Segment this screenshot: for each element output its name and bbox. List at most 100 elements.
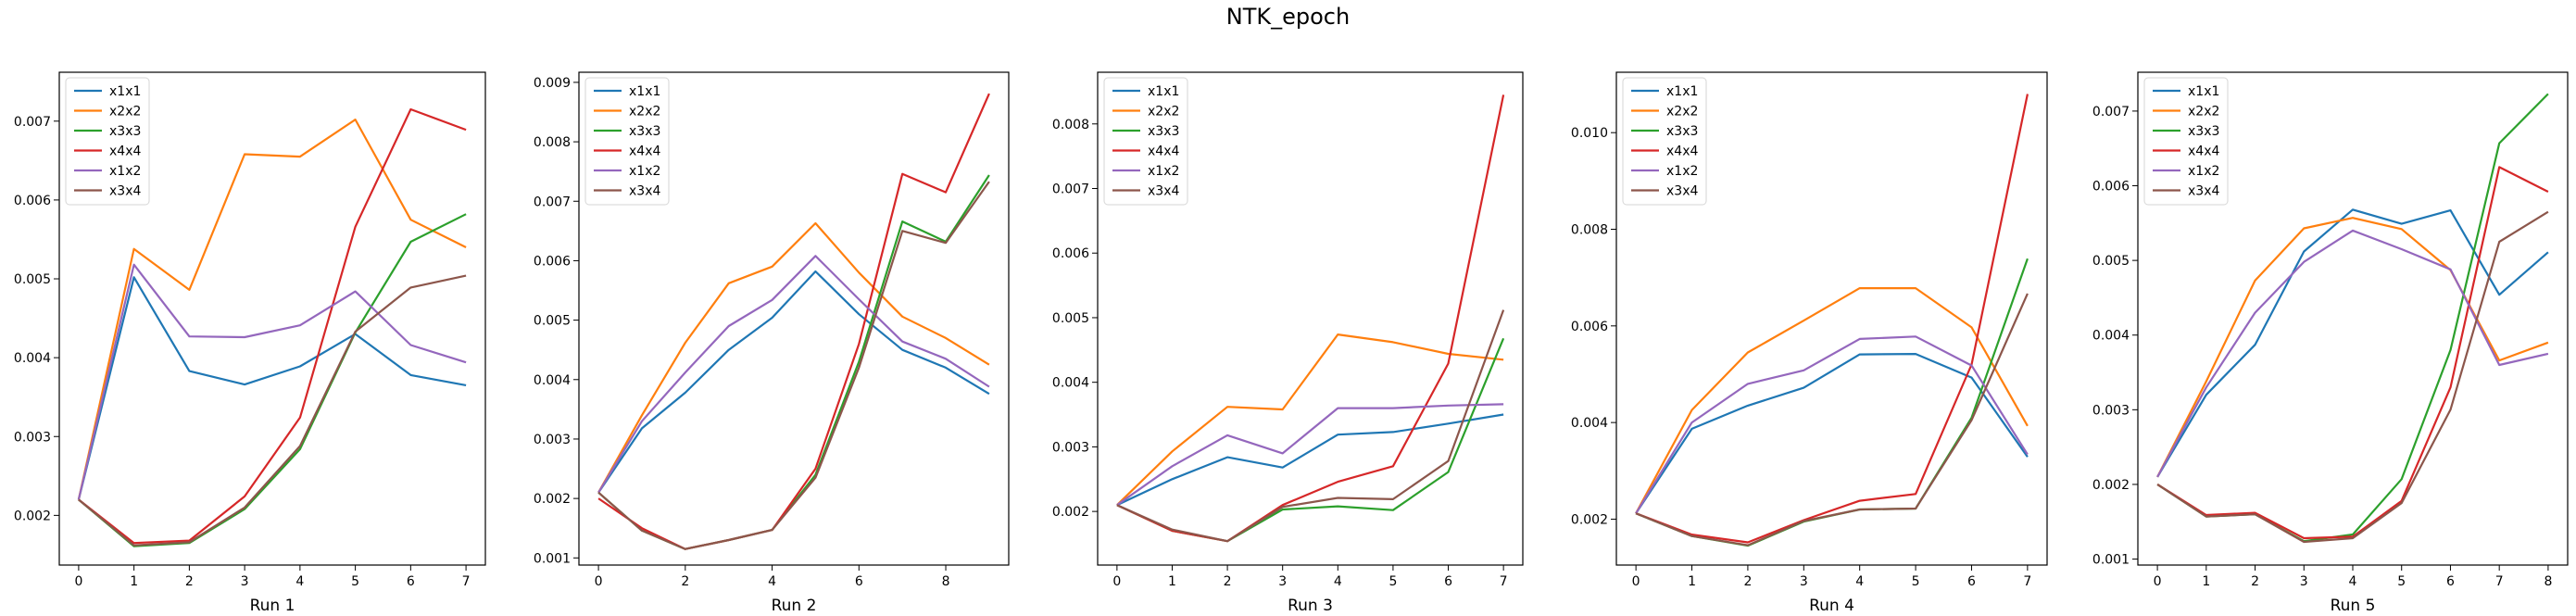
legend-box — [2143, 77, 2229, 206]
x-tick-label: 2 — [185, 574, 194, 589]
x-tick-label: 7 — [1500, 574, 1508, 589]
series-line-x2x2 — [2156, 217, 2549, 478]
legend-label-x3x4: x3x4 — [1148, 184, 1179, 199]
legend-label-x2x2: x2x2 — [109, 105, 141, 119]
series-line-x1x1 — [597, 270, 990, 494]
y-tick-label: 0.005 — [2092, 254, 2130, 269]
legend-box — [65, 77, 150, 206]
series-line-x1x2 — [1116, 403, 1504, 507]
x-axis-label: Run 2 — [772, 597, 817, 615]
x-tick-label: 7 — [2023, 574, 2031, 589]
legend-label-x2x2: x2x2 — [1148, 105, 1179, 119]
x-tick-label: 2 — [681, 574, 689, 589]
y-tick-label: 0.003 — [1052, 440, 1089, 455]
y-tick-label: 0.007 — [1052, 182, 1089, 197]
series-line-x1x1 — [2156, 208, 2549, 478]
x-tick-label: 2 — [1743, 574, 1752, 589]
series-line-x1x1 — [1635, 353, 2029, 514]
y-tick-label: 0.002 — [534, 492, 571, 507]
subplot-run-1: 0 1 2 3 4 5 6 7 0.002 0.003 0.004 0.005 0.006 0.007 Ru… — [14, 71, 486, 615]
y-tick-label: 0.004 — [1571, 416, 1608, 431]
legend-label-x3x3: x3x3 — [2188, 124, 2219, 139]
legend: x1x1 x2x2 x3x3 x4x4 x1x2 x3x4 — [584, 77, 670, 206]
y-tick-label: 0.008 — [1052, 118, 1089, 132]
legend-label-x1x2: x1x2 — [629, 164, 660, 179]
y-tick-label: 0.005 — [534, 314, 571, 329]
x-tick-label: 0 — [595, 574, 603, 589]
x-tick-label: 6 — [1967, 574, 1976, 589]
y-tick-label: 0.001 — [534, 551, 571, 566]
x-tick-label: 5 — [2397, 574, 2406, 589]
y-tick-label: 0.005 — [1052, 311, 1089, 326]
legend-label-x4x4: x4x4 — [1148, 145, 1179, 159]
legend: x1x1 x2x2 x3x3 x4x4 x1x2 x3x4 — [1103, 77, 1188, 206]
legend-label-x3x4: x3x4 — [109, 184, 141, 199]
y-tick-label: 0.002 — [1052, 505, 1089, 520]
series-line-x1x2 — [77, 263, 467, 500]
x-tick-label: 1 — [130, 574, 138, 589]
series-line-x2x2 — [77, 119, 467, 500]
series-line-x3x3 — [1635, 258, 2029, 547]
figure-title: NTK_epoch — [1225, 4, 1351, 30]
y-tick-label: 0.002 — [1571, 512, 1608, 527]
series-line-x3x4 — [1116, 309, 1505, 543]
y-tick-label: 0.009 — [534, 76, 571, 91]
x-tick-label: 0 — [1632, 574, 1640, 589]
legend-label-x3x3: x3x3 — [629, 124, 660, 139]
x-tick-label: 6 — [1444, 574, 1452, 589]
legend-label-x1x2: x1x2 — [1666, 164, 1698, 179]
legend-label-x3x4: x3x4 — [1666, 184, 1698, 199]
series-line-x1x1 — [77, 276, 467, 500]
y-tick-label: 0.007 — [14, 115, 51, 130]
x-tick-label: 3 — [241, 574, 249, 589]
legend-label-x2x2: x2x2 — [1666, 105, 1698, 119]
series-line-x1x2 — [2156, 229, 2549, 478]
legend: x1x1 x2x2 x3x3 x4x4 x1x2 x3x4 — [65, 77, 150, 206]
legend-label-x4x4: x4x4 — [109, 145, 141, 159]
series-line-x1x1 — [1116, 413, 1504, 507]
x-tick-label: 4 — [2349, 574, 2357, 589]
x-axis-label: Run 1 — [250, 597, 295, 615]
legend-label-x3x3: x3x3 — [1666, 124, 1698, 139]
x-tick-label: 3 — [1278, 574, 1287, 589]
axes-frame — [1615, 71, 2048, 566]
x-axis-label: Run 5 — [2331, 597, 2376, 615]
legend-label-x1x1: x1x1 — [2188, 84, 2219, 99]
y-tick-label: 0.008 — [1571, 223, 1608, 238]
axes-frame — [578, 71, 1010, 566]
x-tick-label: 1 — [1168, 574, 1176, 589]
legend-box — [1622, 77, 1707, 206]
x-axis-label: Run 3 — [1288, 597, 1333, 615]
subplot-run-3: 0 1 2 3 4 5 6 7 0.002 0.003 0.004 0.005 0.006 0.007 0.… — [1052, 71, 1524, 615]
x-tick-label: 5 — [1389, 574, 1397, 589]
y-tick-label: 0.001 — [2092, 553, 2130, 568]
x-tick-label: 4 — [768, 574, 776, 589]
series-line-x4x4 — [78, 107, 467, 545]
series-line-x3x4 — [597, 181, 990, 550]
y-tick-label: 0.002 — [2092, 478, 2130, 493]
y-tick-label: 0.004 — [2092, 329, 2130, 344]
x-tick-label: 2 — [1224, 574, 1232, 589]
axes-frame — [58, 71, 486, 566]
y-tick-label: 0.007 — [534, 195, 571, 209]
x-tick-label: 5 — [1912, 574, 1920, 589]
x-tick-label: 1 — [1688, 574, 1696, 589]
legend-box — [584, 77, 670, 206]
x-tick-label: 6 — [2446, 574, 2455, 589]
legend-label-x1x2: x1x2 — [1148, 164, 1179, 179]
subplot-run-4: 0 1 2 3 4 5 6 7 0.002 0.004 0.006 0.008 0.010 Run 4 x1… — [1571, 71, 2048, 615]
series-line-x1x2 — [597, 255, 990, 494]
x-tick-label: 1 — [2202, 574, 2210, 589]
x-tick-label: 3 — [2300, 574, 2308, 589]
legend: x1x1 x2x2 x3x3 x4x4 x1x2 x3x4 — [1622, 77, 1707, 206]
x-tick-label: 0 — [1112, 574, 1121, 589]
legend-label-x3x3: x3x3 — [109, 124, 141, 139]
series-line-x4x4 — [1635, 94, 2029, 544]
series-line-x1x2 — [1635, 335, 2029, 514]
x-tick-label: 2 — [2251, 574, 2259, 589]
series-line-x2x2 — [1635, 287, 2029, 514]
legend-box — [1103, 77, 1188, 206]
axes-frame — [1097, 71, 1524, 566]
x-tick-label: 8 — [942, 574, 950, 589]
